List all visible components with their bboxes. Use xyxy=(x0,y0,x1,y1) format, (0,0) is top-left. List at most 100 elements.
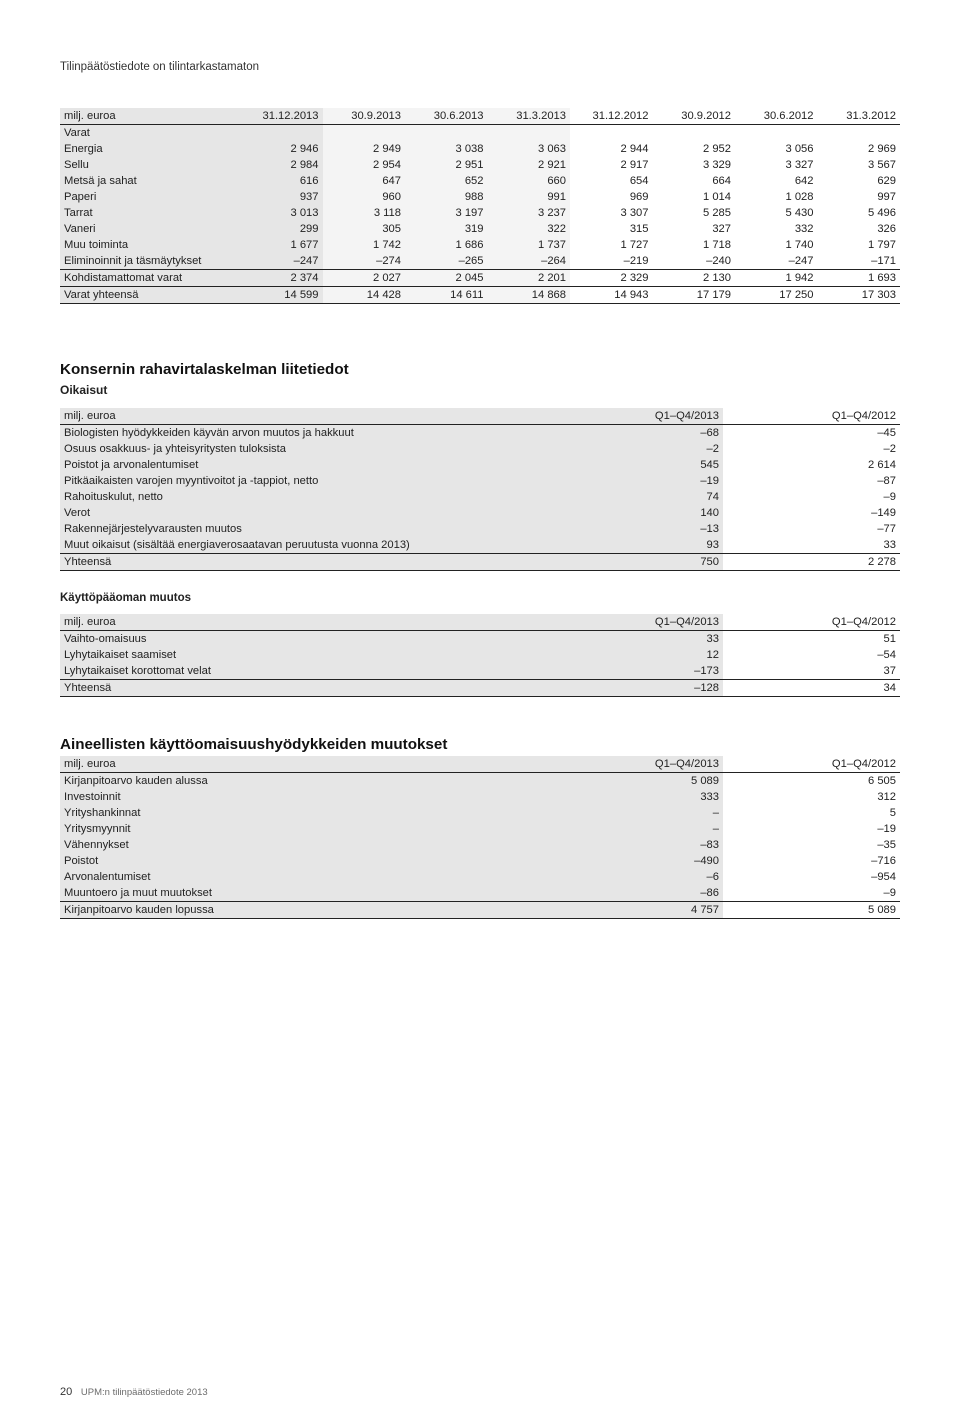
cell: 3 327 xyxy=(735,157,818,173)
row-label: Yritysmyynnit xyxy=(60,821,580,837)
cell: 332 xyxy=(735,221,818,237)
cell: –264 xyxy=(488,253,571,270)
ppe-header-row: milj. euroa Q1–Q4/2013 Q1–Q4/2012 xyxy=(60,756,900,773)
cell: 319 xyxy=(405,221,488,237)
table-row: Yritysmyynnit– –19 xyxy=(60,821,900,837)
row-label: Pitkäaikaisten varojen myyntivoitot ja -… xyxy=(60,473,580,489)
cell: –87 xyxy=(757,473,900,489)
cell: 545 xyxy=(580,457,723,473)
cell: 3 329 xyxy=(653,157,736,173)
cashflow-col2: Q1–Q4/2012 xyxy=(757,408,900,425)
cashflow-title: Konsernin rahavirtalaskelman liitetiedot xyxy=(60,360,900,379)
table-row: Osuus osakkuus- ja yhteisyritysten tulok… xyxy=(60,441,900,457)
cell: –716 xyxy=(757,853,900,869)
assets-unit-label: milj. euroa xyxy=(60,108,240,125)
ppe-col2: Q1–Q4/2012 xyxy=(757,756,900,773)
cell: –247 xyxy=(735,253,818,270)
cell: 960 xyxy=(323,189,406,205)
table-row: Poistot ja arvonalentumiset5452 614 xyxy=(60,457,900,473)
table-row: Arvonalentumiset–6–954 xyxy=(60,869,900,885)
cell: 2 951 xyxy=(405,157,488,173)
cell: 2 946 xyxy=(240,141,323,157)
cashflow-unit-label: milj. euroa xyxy=(60,408,580,425)
cashflow-header-row: milj. euroa Q1–Q4/2013 Q1–Q4/2012 xyxy=(60,408,900,425)
cell: 333 xyxy=(580,789,723,805)
cell: 654 xyxy=(570,173,653,189)
cell: –45 xyxy=(757,425,900,442)
table-row: Yrityshankinnat–5 xyxy=(60,805,900,821)
assets-col-5: 30.9.2012 xyxy=(653,108,736,125)
cell: –13 xyxy=(580,521,723,537)
cashflow-total-row: Yhteensä 750 2 278 xyxy=(60,554,900,571)
cell: 2 954 xyxy=(323,157,406,173)
cell: 12 xyxy=(580,647,723,663)
cashflow-col1: Q1–Q4/2013 xyxy=(580,408,723,425)
assets-header-row: milj. euroa 31.12.2013 30.9.2013 30.6.20… xyxy=(60,108,900,125)
row-label: Lyhytaikaiset saamiset xyxy=(60,647,580,663)
cashflow-subtitle: Oikaisut xyxy=(60,383,900,398)
table-row: Tarrat3 0133 1183 1973 2373 3075 2855 43… xyxy=(60,205,900,221)
cell: 2 949 xyxy=(323,141,406,157)
cell: 3 307 xyxy=(570,205,653,221)
table-row: Verot140–149 xyxy=(60,505,900,521)
row-label: Paperi xyxy=(60,189,240,205)
page-footer: 20 UPM:n tilinpäätöstiedote 2013 xyxy=(60,1386,208,1400)
cell: 327 xyxy=(653,221,736,237)
row-label: Biologisten hyödykkeiden käyvän arvon mu… xyxy=(60,425,580,442)
cell: –35 xyxy=(757,837,900,853)
cell: 3 197 xyxy=(405,205,488,221)
cell: 37 xyxy=(757,663,900,680)
table-row: Rahoituskulut, netto74–9 xyxy=(60,489,900,505)
cell: –86 xyxy=(580,885,723,902)
cell: 629 xyxy=(818,173,901,189)
cell: 1 028 xyxy=(735,189,818,205)
cell: 3 013 xyxy=(240,205,323,221)
row-label: Rahoituskulut, netto xyxy=(60,489,580,505)
cell: 33 xyxy=(580,630,723,647)
cell: 2 917 xyxy=(570,157,653,173)
assets-total-row: Varat yhteensä 14 599 14 428 14 611 14 8… xyxy=(60,287,900,304)
cell: 312 xyxy=(757,789,900,805)
cell: 969 xyxy=(570,189,653,205)
table-row: Kirjanpitoarvo kauden alussa5 0896 505 xyxy=(60,772,900,789)
footer-text: UPM:n tilinpäätöstiedote 2013 xyxy=(81,1387,208,1398)
workingcap-col1: Q1–Q4/2013 xyxy=(580,614,723,631)
row-label: Osuus osakkuus- ja yhteisyritysten tulok… xyxy=(60,441,580,457)
cell: 93 xyxy=(580,537,723,554)
cell: –265 xyxy=(405,253,488,270)
cell: –171 xyxy=(818,253,901,270)
cell: –2 xyxy=(580,441,723,457)
cell: 5 xyxy=(757,805,900,821)
assets-col-7: 31.3.2012 xyxy=(818,108,901,125)
cell: 2 952 xyxy=(653,141,736,157)
cell: –6 xyxy=(580,869,723,885)
ppe-col1: Q1–Q4/2013 xyxy=(580,756,723,773)
cell: –9 xyxy=(757,489,900,505)
page-number: 20 xyxy=(60,1386,72,1398)
row-label: Investoinnit xyxy=(60,789,580,805)
cell: 2 984 xyxy=(240,157,323,173)
cell: 315 xyxy=(570,221,653,237)
table-row: Muut oikaisut (sisältää energiaverosaata… xyxy=(60,537,900,554)
cell: 1 727 xyxy=(570,237,653,253)
cell: –9 xyxy=(757,885,900,902)
ppe-total-row: Kirjanpitoarvo kauden lopussa 4 757 5 08… xyxy=(60,901,900,918)
table-row: Vaihto-omaisuus3351 xyxy=(60,630,900,647)
row-label: Vaneri xyxy=(60,221,240,237)
cell: 3 063 xyxy=(488,141,571,157)
row-label: Metsä ja sahat xyxy=(60,173,240,189)
table-row: Sellu2 9842 9542 9512 9212 9173 3293 327… xyxy=(60,157,900,173)
cell: –19 xyxy=(757,821,900,837)
workingcap-title: Käyttöpääoman muutos xyxy=(60,591,900,605)
cell: – xyxy=(580,821,723,837)
row-label: Poistot xyxy=(60,853,580,869)
cell: –247 xyxy=(240,253,323,270)
cell: 642 xyxy=(735,173,818,189)
assets-subtotal-row: Kohdistamattomat varat 2 374 2 027 2 045… xyxy=(60,270,900,287)
row-label: Arvonalentumiset xyxy=(60,869,580,885)
cell: –149 xyxy=(757,505,900,521)
ppe-title: Aineellisten käyttöomaisuushyödykkeiden … xyxy=(60,735,900,754)
table-row: Biologisten hyödykkeiden käyvän arvon mu… xyxy=(60,425,900,442)
cell: –173 xyxy=(580,663,723,680)
cell: 2 944 xyxy=(570,141,653,157)
